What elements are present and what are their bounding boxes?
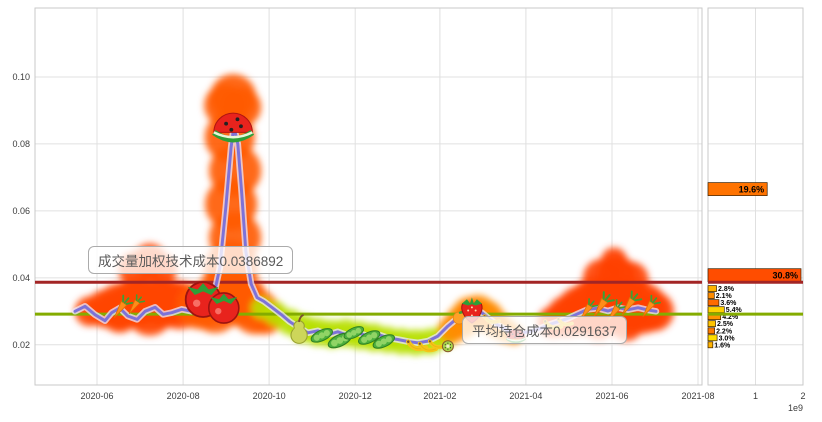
- svg-text:2020-10: 2020-10: [253, 391, 286, 401]
- volume-bar: [707, 285, 717, 292]
- volume-bar: [707, 306, 725, 314]
- svg-text:1.6%: 1.6%: [714, 342, 731, 349]
- svg-text:2.2%: 2.2%: [716, 328, 733, 335]
- peas-icon: [358, 330, 381, 345]
- pear-icon: [290, 314, 308, 344]
- peas-icon: [372, 334, 395, 349]
- banana-icon: [417, 341, 439, 353]
- peas-icon: [343, 326, 365, 340]
- watermelon-icon: [212, 112, 255, 143]
- volume-bar: [707, 334, 718, 342]
- volume-bar: [707, 327, 715, 335]
- carrot-icon: [621, 290, 643, 316]
- volume-profile-bars: 19.6% 30.8% 2.8%2.1%3.6%5.4%4.2%2.5%2.2%3.…: [707, 182, 802, 349]
- svg-text:2021-04: 2021-04: [509, 391, 542, 401]
- svg-text:3.0%: 3.0%: [719, 335, 736, 342]
- svg-text:2021-06: 2021-06: [595, 391, 628, 401]
- svg-text:0.04: 0.04: [12, 273, 30, 283]
- svg-text:0.06: 0.06: [12, 206, 30, 216]
- average-holding-cost-tooltip: 平均持仓成本0.0291637: [462, 316, 627, 344]
- carrot-icon: [128, 294, 146, 315]
- main-plot-frame: [34, 7, 703, 386]
- svg-text:19.6%: 19.6%: [739, 184, 765, 194]
- svg-text:0.02: 0.02: [12, 340, 30, 350]
- svg-text:1: 1: [753, 391, 758, 401]
- svg-text:3.6%: 3.6%: [720, 300, 737, 307]
- svg-text:0.08: 0.08: [12, 139, 30, 149]
- vwap-cost-tooltip: 成交量加权技术成本0.0386892: [88, 246, 294, 274]
- kiwi-icon: [441, 340, 454, 353]
- svg-text:2021-02: 2021-02: [423, 391, 456, 401]
- volume-bar: [707, 292, 715, 299]
- volume-bar: [707, 182, 768, 196]
- svg-text:30.8%: 30.8%: [772, 270, 798, 280]
- volume-bar: [707, 341, 714, 349]
- carrot-icon: [113, 294, 134, 319]
- volume-bar: [707, 320, 716, 328]
- peas-icon: [310, 328, 333, 343]
- svg-text:0.10: 0.10: [12, 72, 30, 82]
- svg-text:2.5%: 2.5%: [717, 321, 734, 328]
- carrot-icon: [580, 298, 599, 320]
- svg-text:2.1%: 2.1%: [716, 293, 733, 300]
- svg-text:2.8%: 2.8%: [718, 286, 735, 293]
- volume-panel-frame: [707, 7, 804, 386]
- svg-text:2021-08: 2021-08: [681, 391, 714, 401]
- volume-bar: [707, 299, 720, 306]
- axis-offset-label: 1e9: [788, 403, 803, 413]
- tomato-icon: [207, 292, 240, 324]
- svg-text:2020-12: 2020-12: [339, 391, 372, 401]
- svg-text:2: 2: [800, 391, 805, 401]
- svg-text:5.4%: 5.4%: [726, 307, 743, 314]
- carrot-icon: [642, 294, 661, 317]
- svg-text:4.2%: 4.2%: [722, 314, 739, 321]
- carrot-icon: [593, 291, 615, 317]
- y-axis-labels: 0.02 0.04 0.06 0.08 0.10: [12, 72, 30, 350]
- svg-text:2020-06: 2020-06: [80, 391, 113, 401]
- x-axis-labels: 2020-06 2020-08 2020-10 2020-12 2021-02 2021-…: [80, 391, 805, 413]
- svg-text:2020-08: 2020-08: [167, 391, 200, 401]
